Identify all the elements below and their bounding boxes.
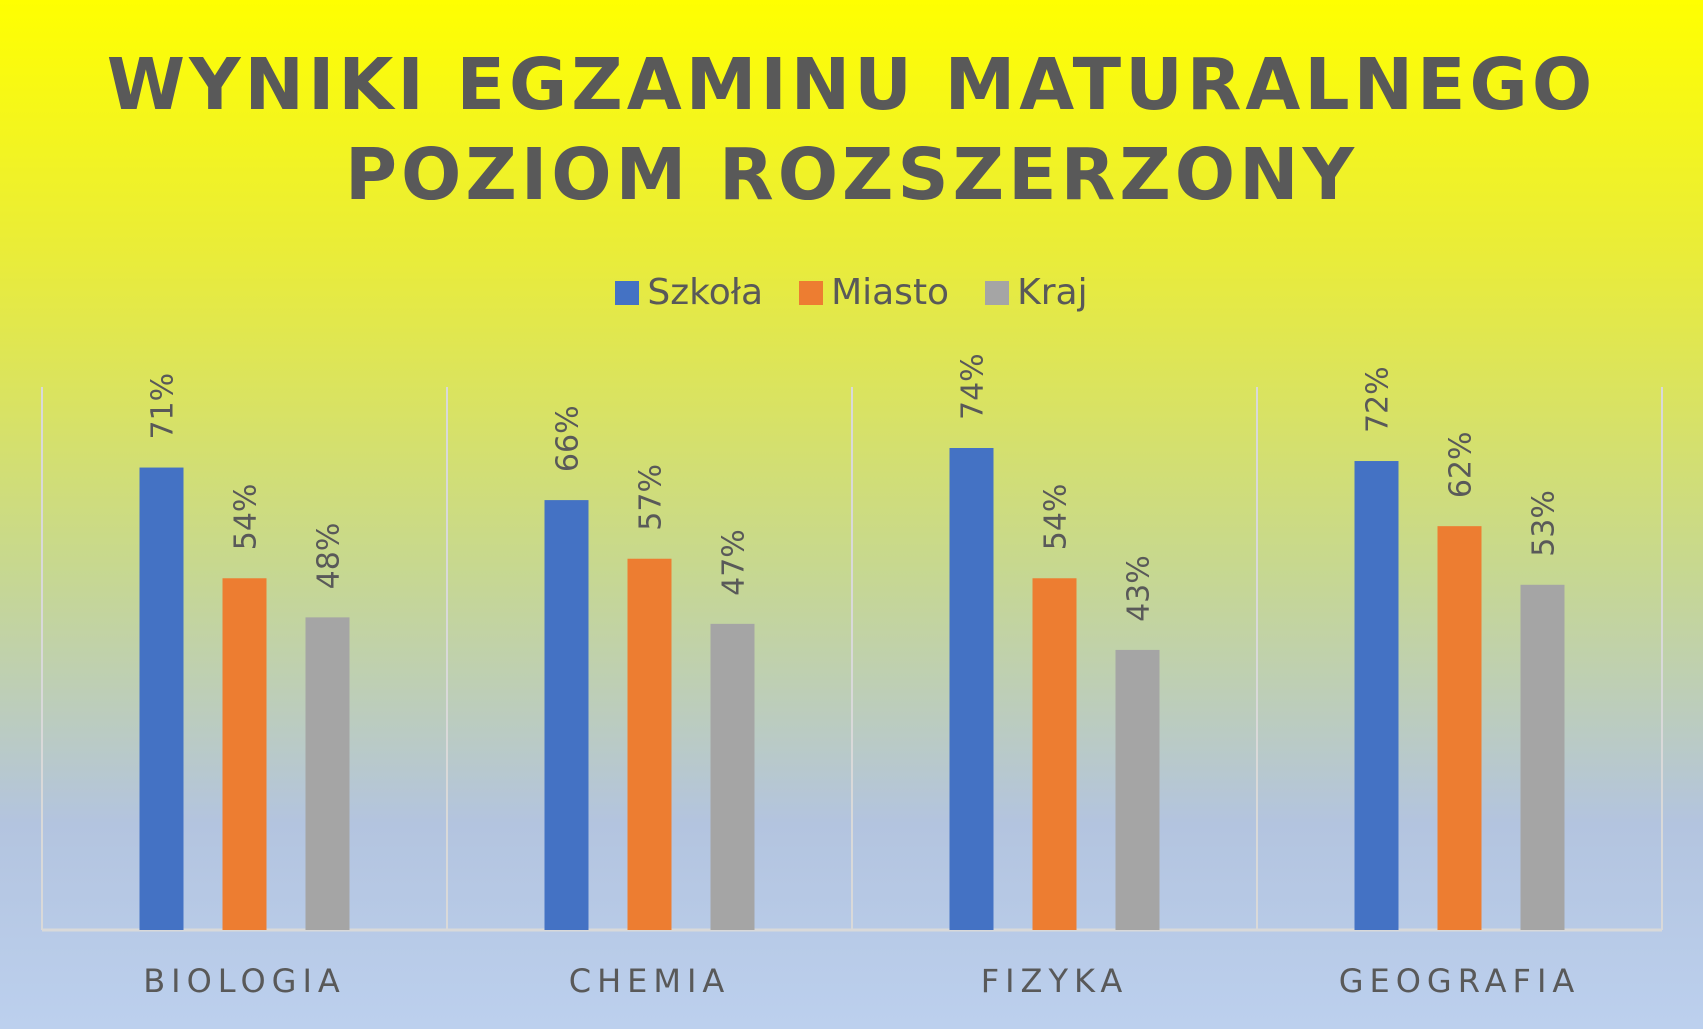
legend-swatch-miasto [799,280,824,305]
legend-swatch-szkola [615,280,640,305]
bar-fizyka-miasto [1032,578,1077,930]
data-label: 71% [146,373,181,440]
bar-chemia-szkoła [544,500,589,930]
data-label: 66% [551,405,586,472]
x-tick-label: BIOLOGIA [143,962,346,1000]
bar-fizyka-kraj [1115,649,1160,930]
data-label: 74% [956,353,991,420]
legend-item-miasto: Miasto [799,272,949,313]
legend-label-miasto: Miasto [831,272,950,313]
legend-item-kraj: Kraj [985,272,1088,313]
x-tick-label: FIZYKA [981,962,1129,1000]
data-label: 48% [312,523,347,590]
chart-legend: Szkoła Miasto Kraj [0,272,1703,313]
data-label: 57% [634,464,669,531]
bar-geografia-kraj [1520,584,1565,930]
data-label: 54% [1039,484,1074,551]
data-label: 72% [1361,366,1396,433]
bar-chemia-kraj [710,623,755,930]
bar-fizyka-szkoła [949,448,994,930]
x-tick-label: GEOGRAFIA [1339,962,1581,1000]
chart-title: WYNIKI EGZAMINU MATURALNEGO [106,43,1597,126]
bar-chemia-miasto [627,558,672,930]
legend-label-szkola: Szkoła [647,272,764,313]
data-label: 53% [1527,490,1562,557]
legend-item-szkola: Szkoła [615,272,763,313]
legend-swatch-kraj [985,280,1010,305]
x-tick-label: CHEMIA [569,962,731,1000]
data-label: 54% [229,484,264,551]
bar-biologia-szkoła [139,467,184,930]
data-label: 47% [717,529,752,596]
bar-biologia-kraj [305,617,350,930]
data-label: 43% [1122,555,1157,622]
data-label: 62% [1444,431,1479,498]
bar-geografia-szkoła [1354,461,1399,930]
chart-subtitle: POZIOM ROZSZERZONY [345,133,1358,216]
legend-label-kraj: Kraj [1017,272,1088,313]
bar-biologia-miasto [222,578,267,930]
bar-geografia-miasto [1437,526,1482,930]
